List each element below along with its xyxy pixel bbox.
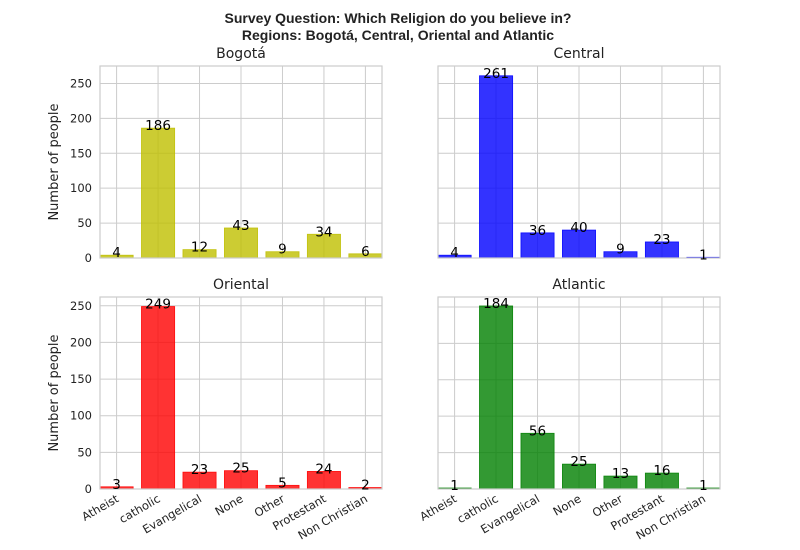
bar-oriental-catholic: [141, 306, 176, 490]
y-tick-label: 0: [85, 251, 92, 265]
figure-title-line-1: Survey Question: Which Religion do you b…: [225, 10, 572, 26]
data-label: 12: [191, 240, 208, 256]
data-label: 24: [315, 461, 332, 477]
bar-bogota-none: [224, 227, 258, 259]
data-label: 34: [315, 224, 332, 240]
figure-title-line-2: Regions: Bogotá, Central, Oriental and A…: [242, 27, 554, 43]
y-tick-label: 150: [70, 372, 92, 386]
data-label: 2: [361, 478, 370, 494]
data-label: 13: [612, 466, 629, 482]
axes-frame: [99, 65, 383, 259]
y-tick-label: 50: [77, 216, 92, 230]
data-label: 4: [450, 245, 459, 261]
data-label: 4: [112, 245, 121, 261]
data-label: 1: [699, 247, 708, 263]
subplot-title: Central: [554, 46, 605, 62]
bar-atlantic-catholic: [479, 305, 514, 490]
data-label: 40: [570, 220, 587, 236]
y-tick-label: 50: [77, 445, 92, 459]
data-label: 23: [191, 462, 208, 478]
data-label: 16: [653, 463, 670, 479]
data-label: 3: [112, 477, 121, 493]
subplot-central: 4 261 36 40 9 23 1 Central: [437, 46, 721, 263]
data-label: 9: [616, 242, 625, 258]
subplot-grid: 418612439346Bogotá050100150200250Number …: [47, 46, 721, 543]
data-label: 23: [653, 232, 670, 248]
y-axis-label: Number of people: [47, 103, 62, 220]
y-tick-label: 150: [70, 146, 92, 160]
axes-frame: [437, 296, 721, 490]
data-label: 1: [699, 478, 708, 494]
y-tick-label: 100: [70, 181, 92, 195]
data-label: 184: [483, 296, 509, 312]
y-tick-label: 250: [70, 299, 92, 313]
subplot-title: Bogotá: [216, 46, 266, 62]
subplot-title: Atlantic: [552, 277, 605, 293]
subplot-oriental: 3 249 23 25 5 24 2 Oriental 0 50 100 150 200 250 Numbe…: [47, 277, 383, 543]
data-label: 25: [232, 461, 249, 477]
data-label: 25: [570, 454, 587, 470]
y-tick-label: 0: [85, 482, 92, 496]
y-tick-label: 200: [70, 111, 92, 125]
data-label: 186: [145, 118, 171, 134]
axes-frame: [99, 296, 383, 490]
x-tick-label: None: [213, 491, 246, 518]
data-label: 43: [232, 218, 249, 234]
x-tick-label: Atheist: [417, 491, 459, 523]
bar-atlantic-evangelical: [520, 432, 555, 490]
subplot-title: Oriental: [213, 277, 269, 293]
y-tick-label: 200: [70, 335, 92, 349]
bar-central-none: [562, 229, 596, 259]
data-label: 5: [278, 475, 287, 491]
data-label: 6: [361, 244, 370, 260]
axes-frame: [437, 65, 721, 259]
y-tick-label: 250: [70, 76, 92, 90]
bar-bogota-catholic: [141, 127, 176, 259]
data-label: 36: [529, 223, 546, 239]
bar-central-evangelical: [520, 232, 555, 259]
y-tick-label: 100: [70, 409, 92, 423]
data-label: 56: [529, 423, 546, 439]
x-tick-label: None: [551, 491, 584, 518]
data-label: 261: [483, 66, 509, 82]
bar-central-catholic: [479, 75, 514, 259]
subplot-bogota: 4 186 12 43 9 34 6 Bogotá 0 50 100 150 200 250 Number …: [47, 46, 383, 265]
x-tick-label: Atheist: [79, 491, 121, 523]
bar-atlantic-none: [562, 463, 596, 490]
data-label: 249: [145, 297, 171, 313]
y-axis-label: Number of people: [47, 334, 62, 451]
data-label: 1: [450, 478, 459, 494]
data-label: 9: [278, 242, 287, 258]
